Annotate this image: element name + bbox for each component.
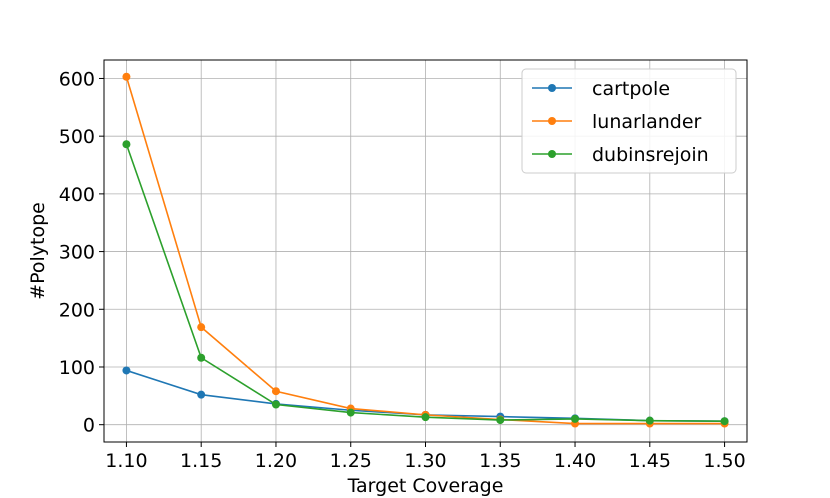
data-point-dubinsrejoin — [346, 408, 355, 417]
data-point-dubinsrejoin — [496, 416, 505, 425]
y-tick-label: 100 — [59, 357, 95, 379]
x-tick-label: 1.45 — [629, 450, 671, 472]
data-point-lunarlander — [271, 387, 280, 396]
legend-marker-cartpole — [548, 84, 556, 92]
legend-label-lunarlander: lunarlander — [592, 111, 702, 133]
y-tick-label: 0 — [83, 415, 95, 437]
y-tick-label: 200 — [59, 299, 95, 321]
legend-marker-dubinsrejoin — [548, 150, 556, 158]
y-tick-label: 300 — [59, 242, 95, 264]
legend-box — [521, 68, 737, 174]
x-tick-label: 1.40 — [554, 450, 596, 472]
y-tick-label: 400 — [59, 184, 95, 206]
data-point-cartpole — [122, 366, 131, 375]
legend-label-dubinsrejoin: dubinsrejoin — [592, 144, 709, 166]
x-tick-label: 1.15 — [180, 450, 222, 472]
data-point-lunarlander — [122, 72, 131, 81]
axes: 1.10 1.15 1.20 1.25 1.30 1.35 1.40 1.45 1.50 0 100… — [59, 68, 746, 472]
series-layer — [122, 72, 729, 428]
y-tick-label: 500 — [59, 126, 95, 148]
data-point-cartpole — [197, 390, 206, 399]
series-dubinsrejoin — [122, 140, 729, 426]
x-tick-label: 1.30 — [404, 450, 446, 472]
data-point-dubinsrejoin — [197, 353, 206, 362]
data-point-dubinsrejoin — [122, 140, 131, 149]
x-tick-label: 1.50 — [703, 450, 745, 472]
data-point-dubinsrejoin — [271, 400, 280, 409]
x-tick-label: 1.10 — [105, 450, 147, 472]
x-tick-label: 1.25 — [330, 450, 372, 472]
y-axis-title: #Polytope — [27, 202, 49, 300]
grid — [104, 60, 747, 442]
data-point-dubinsrejoin — [421, 413, 430, 422]
x-tick-label: 1.35 — [479, 450, 521, 472]
x-axis-title: Target Coverage — [347, 475, 504, 497]
data-point-lunarlander — [197, 323, 206, 332]
y-tick-label: 600 — [59, 68, 95, 90]
data-point-dubinsrejoin — [720, 417, 729, 426]
x-tick-label: 1.20 — [255, 450, 297, 472]
data-point-dubinsrejoin — [645, 416, 654, 425]
data-point-dubinsrejoin — [571, 414, 580, 423]
legend: cartpole lunarlander dubinsrejoin — [521, 68, 737, 174]
legend-marker-lunarlander — [548, 117, 556, 125]
legend-label-cartpole: cartpole — [592, 78, 670, 100]
